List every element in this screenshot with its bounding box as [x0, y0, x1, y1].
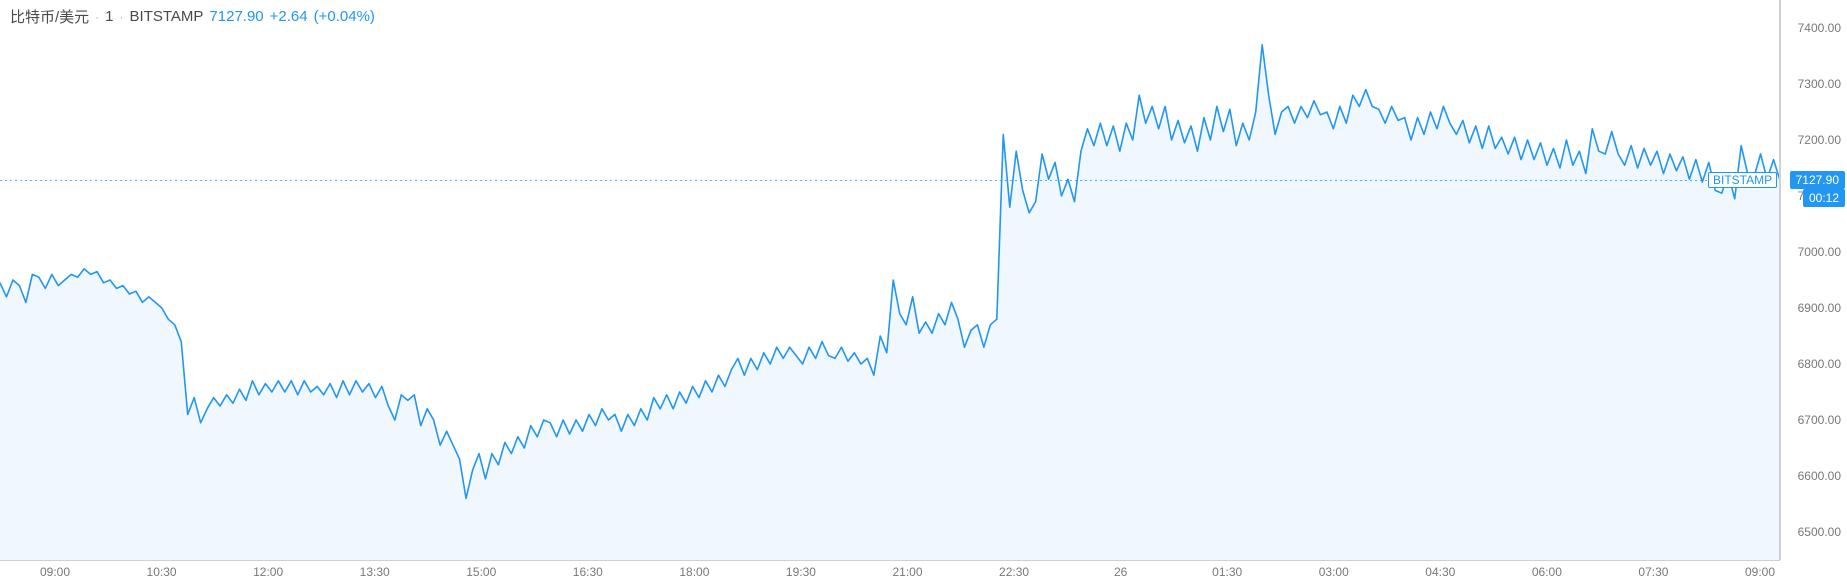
x-tick-label: 09:00	[1745, 565, 1775, 579]
chart-container: 比特币/美元 · 1 · BITSTAMP 7127.90 +2.64 (+0.…	[0, 0, 1847, 586]
price-chart[interactable]	[0, 0, 1780, 560]
x-tick-label: 18:00	[679, 565, 709, 579]
current-price-label: 7127.90	[1790, 171, 1845, 189]
y-tick-label: 6500.00	[1798, 525, 1841, 539]
x-tick-label: 07:30	[1638, 565, 1668, 579]
x-axis[interactable]: 09:00 10:30 12:00 13:30 15:00 16:30 18:00 19:30…	[0, 560, 1780, 586]
x-tick-label: 03:00	[1319, 565, 1349, 579]
y-tick-label: 6600.00	[1798, 469, 1841, 483]
y-tick-label: 7000.00	[1798, 245, 1841, 259]
separator-dot: ·	[120, 10, 124, 24]
y-tick-label: 6800.00	[1798, 357, 1841, 371]
countdown-label: 00:12	[1803, 189, 1845, 207]
chart-header: 比特币/美元 · 1 · BITSTAMP 7127.90 +2.64 (+0.…	[10, 6, 375, 27]
x-tick-label: 15:00	[466, 565, 496, 579]
y-tick-label: 7200.00	[1798, 133, 1841, 147]
y-tick-label: 6700.00	[1798, 413, 1841, 427]
price-change-pct: (+0.04%)	[314, 8, 375, 25]
x-tick-label: 06:00	[1532, 565, 1562, 579]
symbol-name[interactable]: 比特币/美元	[10, 6, 89, 27]
x-tick-label: 01:30	[1212, 565, 1242, 579]
x-tick-label: 12:00	[253, 565, 283, 579]
y-tick-label: 6900.00	[1798, 301, 1841, 315]
x-tick-label: 09:00	[40, 565, 70, 579]
interval-label[interactable]: 1	[105, 8, 113, 25]
exchange-name: BITSTAMP	[130, 8, 204, 25]
x-tick-label: 10:30	[147, 565, 177, 579]
exchange-tag: BITSTAMP	[1708, 172, 1777, 188]
x-tick-label: 16:30	[573, 565, 603, 579]
x-tick-label: 19:30	[786, 565, 816, 579]
y-tick-label: 7300.00	[1798, 77, 1841, 91]
x-tick-label: 21:00	[892, 565, 922, 579]
x-tick-label: 26	[1114, 565, 1127, 579]
area-fill	[0, 45, 1780, 560]
x-tick-label: 13:30	[360, 565, 390, 579]
separator-dot: ·	[95, 10, 99, 24]
x-tick-label: 22:30	[999, 565, 1029, 579]
price-change: +2.64	[270, 8, 308, 25]
y-axis[interactable]: 6500.00 6600.00 6700.00 6800.00 6900.00 7000.…	[1780, 0, 1847, 560]
last-price: 7127.90	[209, 8, 263, 25]
x-tick-label: 04:30	[1425, 565, 1455, 579]
y-tick-label: 7400.00	[1798, 21, 1841, 35]
